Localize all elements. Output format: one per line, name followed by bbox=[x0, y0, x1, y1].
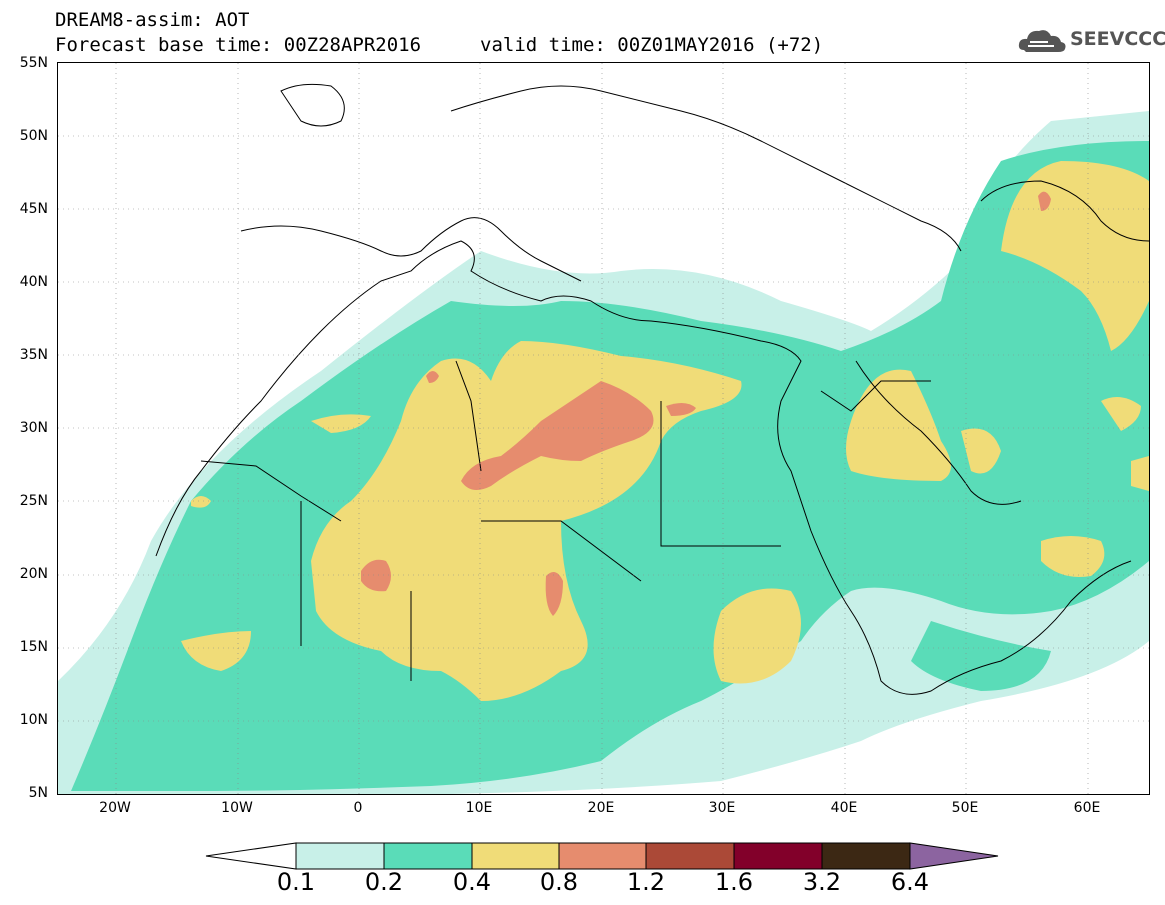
colorbar-label-0.4: 0.4 bbox=[452, 868, 492, 896]
lon-label-20e: 20E bbox=[587, 800, 615, 816]
forecast-base-time: Forecast base time: 00Z28APR2016 bbox=[55, 34, 422, 56]
lat-label-55n: 55N bbox=[19, 55, 48, 71]
logo-text: SEEVCCC bbox=[1070, 28, 1165, 50]
colorbar-swatch-0.8-1.2 bbox=[558, 842, 647, 870]
lat-label-40n: 40N bbox=[19, 274, 48, 290]
lon-label-60e: 60E bbox=[1073, 800, 1101, 816]
colorbar-label-1.2: 1.2 bbox=[626, 868, 666, 896]
colorbar-label-0.2: 0.2 bbox=[364, 868, 404, 896]
lat-label-35n: 35N bbox=[19, 347, 48, 363]
lon-label-10w: 10W bbox=[221, 800, 253, 816]
aot-map-svg bbox=[58, 63, 1149, 794]
colorbar-swatch-0.2-0.4 bbox=[383, 842, 473, 870]
colorbar-label-6.4: 6.4 bbox=[890, 868, 930, 896]
aot-map bbox=[57, 62, 1150, 795]
lat-label-50n: 50N bbox=[19, 128, 48, 144]
aot-region-0.8-1.2 bbox=[361, 191, 1051, 616]
lat-label-10n: 10N bbox=[19, 712, 48, 728]
lon-label-30e: 30E bbox=[708, 800, 736, 816]
lat-label-30n: 30N bbox=[19, 420, 48, 436]
map-title: DREAM8-assim: AOT bbox=[55, 9, 250, 31]
colorbar-swatch-0.1-0.2 bbox=[295, 842, 385, 870]
lon-label-40e: 40E bbox=[830, 800, 858, 816]
lon-label-50e: 50E bbox=[951, 800, 979, 816]
lat-label-15n: 15N bbox=[19, 639, 48, 655]
lat-label-25n: 25N bbox=[19, 493, 48, 509]
colorbar-swatch-1.2-1.6 bbox=[645, 842, 735, 870]
colorbar-swatch-3.2-6.4 bbox=[821, 842, 911, 870]
cloud-icon bbox=[1018, 30, 1066, 52]
graticule bbox=[58, 63, 1149, 794]
valid-time: valid time: 00Z01MAY2016 (+72) bbox=[480, 34, 824, 56]
colorbar-swatch-1.6-3.2 bbox=[733, 842, 823, 870]
lon-label-10e: 10E bbox=[465, 800, 493, 816]
lat-label-45n: 45N bbox=[19, 201, 48, 217]
colorbar-swatch-0.4-0.8 bbox=[471, 842, 560, 870]
lat-label-20n: 20N bbox=[19, 566, 48, 582]
colorbar bbox=[205, 842, 999, 870]
lon-label-0: 0 bbox=[353, 800, 363, 816]
lon-label-20w: 20W bbox=[99, 800, 131, 816]
coastlines bbox=[155, 83, 1149, 695]
colorbar-above-triangle bbox=[909, 842, 999, 870]
seevccc-logo: SEEVCCC bbox=[1018, 24, 1165, 56]
colorbar-label-0.1: 0.1 bbox=[276, 868, 316, 896]
colorbar-label-0.8: 0.8 bbox=[539, 868, 579, 896]
colorbar-below-triangle bbox=[205, 842, 297, 870]
colorbar-label-1.6: 1.6 bbox=[714, 868, 754, 896]
colorbar-label-3.2: 3.2 bbox=[802, 868, 842, 896]
lat-label-5n: 5N bbox=[28, 785, 48, 801]
